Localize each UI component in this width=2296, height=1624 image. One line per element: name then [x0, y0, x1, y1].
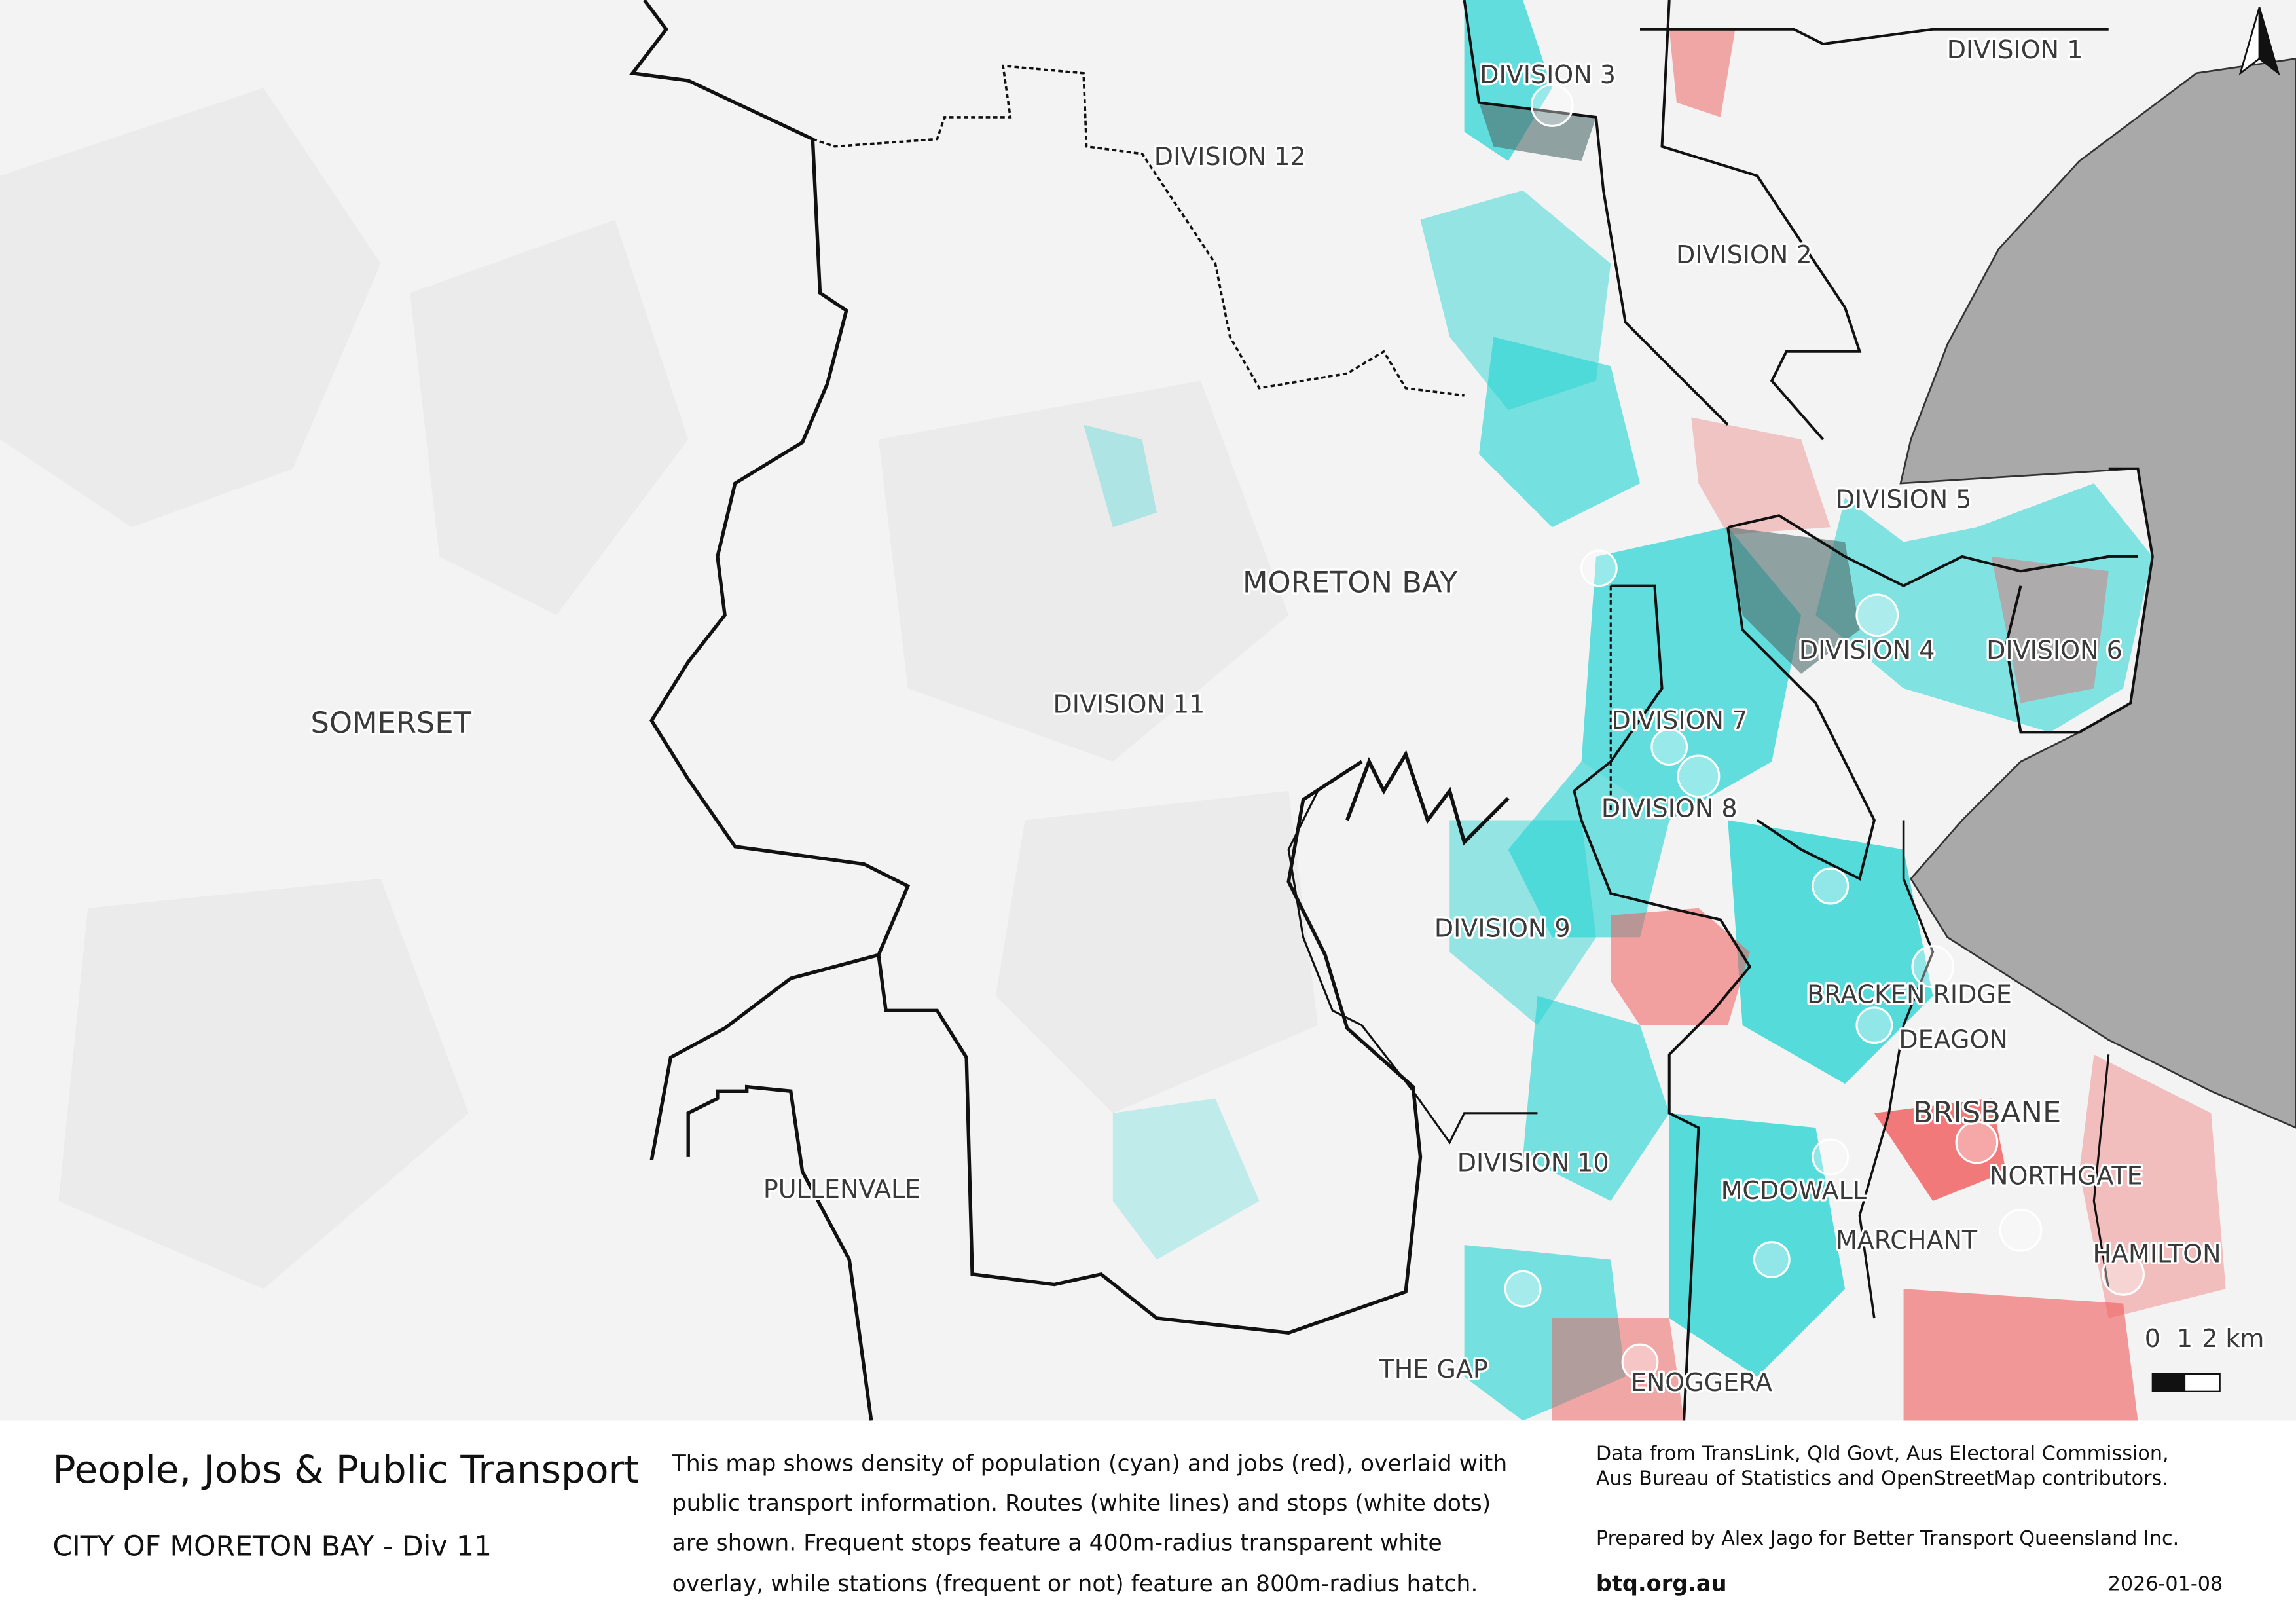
- label: DIVISION 9: [1434, 914, 1571, 943]
- terrain: [0, 88, 1318, 1289]
- footer: [0, 1420, 2296, 1624]
- scale-bar: 0 1 2 km: [2142, 1322, 2267, 1392]
- waterway: [1345, 750, 1510, 846]
- label: DIVISION 12: [1154, 142, 1306, 171]
- label: DIVISION 8: [1601, 794, 1738, 822]
- label: ENOGGERA: [1631, 1368, 1772, 1397]
- footer-subtitle: CITY OF MORETON BAY - Div 11: [53, 1531, 492, 1563]
- label: BRISBANE: [1913, 1095, 2061, 1130]
- label: DIVISION 5: [1836, 485, 1972, 513]
- label: DIVISION 7: [1612, 706, 1748, 735]
- label: HAMILTON: [2092, 1239, 2221, 1268]
- jobs-density: [1552, 29, 2226, 1421]
- label: THE GAP: [1378, 1355, 1487, 1384]
- map-body: DIVISION 3 DIVISION 1 DIVISION 12 DIVISI…: [0, 0, 2296, 1421]
- label: DIVISION 11: [1053, 690, 1205, 719]
- label: DIVISION 6: [1986, 636, 2123, 665]
- mixed-density: [1478, 102, 1860, 674]
- label: MARCHANT: [1836, 1226, 1978, 1255]
- stop-overlays: [1504, 84, 2145, 1381]
- division-boundaries: [629, 0, 2154, 1421]
- description-line: overlay, while stations (frequent or not…: [672, 1571, 1478, 1597]
- credits-line: Data from TransLink, Qld Govt, Aus Elect…: [1596, 1442, 2169, 1465]
- label: NORTHGATE: [1990, 1162, 2143, 1190]
- footer-title: People, Jobs & Public Transport: [53, 1447, 640, 1492]
- scale-tick: 2 km: [2202, 1324, 2264, 1353]
- date: 2026-01-08: [2108, 1573, 2223, 1596]
- label: MCDOWALL: [1721, 1176, 1867, 1205]
- north-arrow: [2238, 7, 2280, 76]
- prepared-by: Prepared by Alex Jago for Better Transpo…: [1596, 1527, 2179, 1550]
- label: DIVISION 2: [1676, 240, 1812, 269]
- population-density: [1084, 0, 2153, 1421]
- scale-tick: 1: [2177, 1324, 2193, 1353]
- label: DIVISION 4: [1799, 636, 1935, 665]
- label: SOMERSET: [310, 705, 471, 740]
- label: BRACKEN RIDGE: [1807, 980, 2012, 1008]
- label: DIVISION 10: [1457, 1149, 1609, 1177]
- label: PULLENVALE: [763, 1175, 920, 1204]
- description-line: This map shows density of population (cy…: [672, 1451, 1508, 1477]
- description-line: are shown. Frequent stops feature a 400m…: [672, 1530, 1442, 1556]
- label: DIVISION 3: [1480, 60, 1616, 89]
- website: btq.org.au: [1596, 1571, 1727, 1596]
- label: MORETON BAY: [1243, 564, 1458, 599]
- description-line: public transport information. Routes (wh…: [672, 1490, 1491, 1517]
- scale-tick: 0: [2145, 1324, 2160, 1353]
- credits-line: Aus Bureau of Statistics and OpenStreetM…: [1596, 1467, 2168, 1490]
- label: DEAGON: [1899, 1025, 2007, 1054]
- label: DIVISION 1: [1947, 35, 2083, 64]
- place-labels: DIVISION 3 DIVISION 1 DIVISION 12 DIVISI…: [308, 33, 2223, 1399]
